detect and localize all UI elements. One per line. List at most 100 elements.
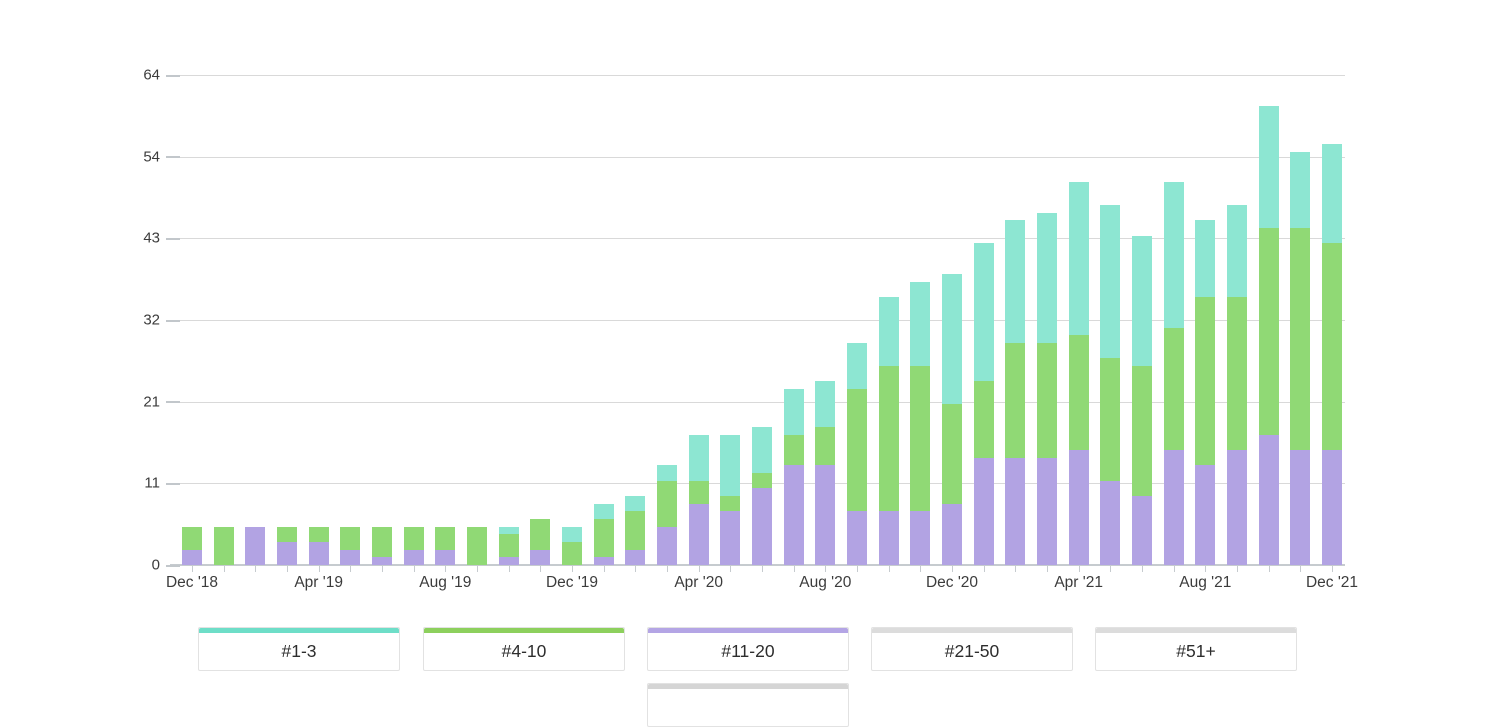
bar-segment-11-20[interactable] <box>277 542 297 565</box>
bar-segment-1-3[interactable] <box>752 427 772 474</box>
bar-segment-11-20[interactable] <box>1322 450 1342 565</box>
bar-segment-1-3[interactable] <box>625 496 646 512</box>
legend-item-hidden[interactable] <box>647 683 849 727</box>
bar-segment-4-10[interactable] <box>498 534 519 558</box>
bar-segment-4-10[interactable] <box>688 480 709 504</box>
bar-segment-4-10[interactable] <box>720 496 741 512</box>
bar-segment-11-20[interactable] <box>372 557 392 565</box>
bar-segment-11-20[interactable] <box>340 549 361 565</box>
bar-segment-1-3[interactable] <box>1132 235 1152 366</box>
bar-segment-1-3[interactable] <box>847 342 867 389</box>
bar-segment-11-20[interactable] <box>1100 480 1121 565</box>
bar-segment-4-10[interactable] <box>973 381 994 458</box>
bar-segment-4-10[interactable] <box>1005 342 1026 458</box>
bar-segment-4-10[interactable] <box>1258 228 1279 435</box>
bar-segment-11-20[interactable] <box>625 549 646 565</box>
bar-segment-1-3[interactable] <box>1290 151 1311 229</box>
bar-segment-11-20[interactable] <box>593 557 614 565</box>
bar-segment-4-10[interactable] <box>1100 358 1121 481</box>
bar-segment-4-10[interactable] <box>403 526 424 550</box>
bar-segment-1-3[interactable] <box>1037 212 1057 343</box>
bar-segment-4-10[interactable] <box>435 526 456 550</box>
bar-segment-1-3[interactable] <box>973 243 994 382</box>
bar-segment-4-10[interactable] <box>277 526 297 543</box>
legend-item-1-3[interactable]: #1-3 <box>198 627 400 671</box>
bar-segment-1-3[interactable] <box>783 388 804 435</box>
bar-segment-1-3[interactable] <box>942 274 962 405</box>
bar-segment-1-3[interactable] <box>1005 220 1026 343</box>
bar-segment-4-10[interactable] <box>308 526 329 543</box>
bar-segment-11-20[interactable] <box>1005 457 1026 565</box>
bar-segment-4-10[interactable] <box>878 365 899 512</box>
bar-segment-4-10[interactable] <box>752 473 772 489</box>
bar-segment-4-10[interactable] <box>182 526 202 550</box>
bar-segment-1-3[interactable] <box>1322 143 1342 244</box>
bar-segment-11-20[interactable] <box>657 526 677 565</box>
bar-segment-4-10[interactable] <box>1195 297 1216 466</box>
bar-segment-4-10[interactable] <box>942 404 962 504</box>
bar-segment-4-10[interactable] <box>340 526 361 550</box>
bar-segment-4-10[interactable] <box>657 480 677 527</box>
legend-item-4-10[interactable]: #4-10 <box>423 627 625 671</box>
bar-segment-11-20[interactable] <box>435 549 456 565</box>
bar-segment-4-10[interactable] <box>213 526 234 565</box>
bar-segment-11-20[interactable] <box>245 526 266 565</box>
bar-segment-11-20[interactable] <box>752 488 772 565</box>
bar-segment-4-10[interactable] <box>1068 335 1089 451</box>
bar-segment-1-3[interactable] <box>815 381 836 428</box>
bar-segment-1-3[interactable] <box>657 465 677 481</box>
bar-segment-4-10[interactable] <box>1037 342 1057 458</box>
bar-segment-1-3[interactable] <box>1068 182 1089 336</box>
bar-segment-11-20[interactable] <box>1258 434 1279 565</box>
bar-segment-4-10[interactable] <box>467 526 487 565</box>
bar-segment-11-20[interactable] <box>1068 450 1089 565</box>
bar-segment-4-10[interactable] <box>625 511 646 550</box>
bar-segment-4-10[interactable] <box>1163 327 1184 451</box>
bar-segment-11-20[interactable] <box>308 542 329 565</box>
bar-segment-4-10[interactable] <box>1322 243 1342 451</box>
legend-item-51plus[interactable]: #51+ <box>1095 627 1297 671</box>
bar-segment-4-10[interactable] <box>593 519 614 558</box>
bar-segment-11-20[interactable] <box>498 557 519 565</box>
bar-segment-1-3[interactable] <box>593 503 614 520</box>
bar-segment-4-10[interactable] <box>1290 228 1311 451</box>
bar-segment-4-10[interactable] <box>847 388 867 512</box>
bar-segment-4-10[interactable] <box>783 434 804 466</box>
bar-segment-4-10[interactable] <box>562 542 582 565</box>
legend-item-11-20[interactable]: #11-20 <box>647 627 849 671</box>
bar-segment-1-3[interactable] <box>720 434 741 497</box>
bar-segment-4-10[interactable] <box>530 519 551 550</box>
bar-segment-4-10[interactable] <box>910 365 931 512</box>
bar-segment-1-3[interactable] <box>498 526 519 535</box>
bar-segment-11-20[interactable] <box>1163 450 1184 565</box>
bar-segment-4-10[interactable] <box>372 526 392 558</box>
bar-segment-1-3[interactable] <box>1100 205 1121 359</box>
legend-item-21-50[interactable]: #21-50 <box>871 627 1073 671</box>
bar-segment-1-3[interactable] <box>562 526 582 543</box>
bar-segment-11-20[interactable] <box>847 511 867 565</box>
bar-segment-1-3[interactable] <box>878 297 899 366</box>
bar-segment-1-3[interactable] <box>1258 105 1279 229</box>
bar-segment-11-20[interactable] <box>1195 465 1216 565</box>
bar-segment-1-3[interactable] <box>1195 220 1216 298</box>
bar-segment-1-3[interactable] <box>688 434 709 481</box>
bar-segment-11-20[interactable] <box>1132 496 1152 565</box>
bar-segment-4-10[interactable] <box>1227 297 1247 451</box>
bar-segment-11-20[interactable] <box>815 465 836 565</box>
bar-segment-11-20[interactable] <box>530 549 551 565</box>
bar-segment-4-10[interactable] <box>1132 365 1152 497</box>
bar-segment-11-20[interactable] <box>182 549 202 565</box>
bar-segment-11-20[interactable] <box>878 511 899 565</box>
bar-segment-11-20[interactable] <box>403 549 424 565</box>
bar-segment-4-10[interactable] <box>815 427 836 466</box>
bar-segment-1-3[interactable] <box>1227 205 1247 298</box>
bar-segment-11-20[interactable] <box>783 465 804 565</box>
bar-segment-11-20[interactable] <box>720 511 741 565</box>
bar-segment-11-20[interactable] <box>910 511 931 565</box>
bar-segment-1-3[interactable] <box>910 281 931 366</box>
bar-segment-11-20[interactable] <box>973 457 994 565</box>
bar-segment-11-20[interactable] <box>942 503 962 565</box>
bar-segment-11-20[interactable] <box>1227 450 1247 565</box>
bar-segment-11-20[interactable] <box>1037 457 1057 565</box>
bar-segment-11-20[interactable] <box>688 503 709 565</box>
